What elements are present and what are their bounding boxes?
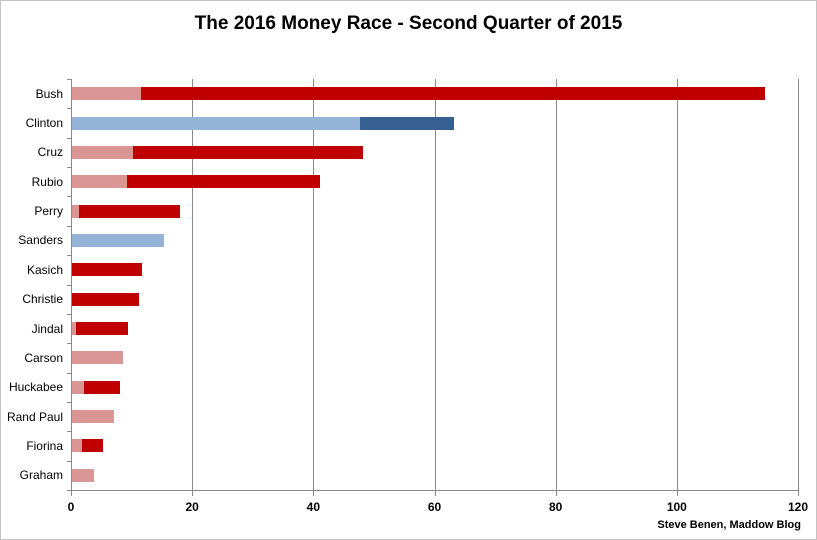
y-axis-tick xyxy=(67,79,71,80)
category-label: Rubio xyxy=(31,174,63,189)
category-label: Sanders xyxy=(18,233,63,248)
gridline xyxy=(434,79,436,490)
bar-segment-bush xyxy=(72,87,142,101)
bar-segment-huckabee xyxy=(72,380,85,394)
x-tick-label: 100 xyxy=(666,500,687,514)
category-label: Bush xyxy=(35,86,63,101)
y-axis-tick xyxy=(67,285,71,286)
bar-segment-cruz xyxy=(132,145,363,159)
y-axis-tick xyxy=(67,255,71,256)
category-label: Rand Paul xyxy=(6,409,63,424)
y-axis-tick xyxy=(67,196,71,197)
x-axis-tick xyxy=(192,491,194,496)
gridline xyxy=(313,79,315,490)
bar-segment-graham xyxy=(72,468,95,482)
x-axis-tick xyxy=(676,491,678,496)
gridline xyxy=(676,79,678,490)
category-label: Carson xyxy=(24,350,63,365)
bar-segment-clinton xyxy=(359,116,455,130)
gridline xyxy=(798,79,799,490)
y-axis-tick xyxy=(67,343,71,344)
category-label: Perry xyxy=(34,204,63,219)
category-label: Christie xyxy=(22,292,63,307)
x-axis-tick xyxy=(71,491,72,496)
bar-segment-jindal xyxy=(72,322,76,336)
bar-segment-carson xyxy=(72,351,124,365)
bar-segment-huckabee xyxy=(84,380,121,394)
x-tick-label: 80 xyxy=(548,500,563,514)
bar-segment-fiorina xyxy=(81,439,103,453)
y-axis-tick xyxy=(67,431,71,432)
category-label: Fiorina xyxy=(26,438,63,453)
x-axis-tick xyxy=(555,491,557,496)
y-axis-tick xyxy=(67,373,71,374)
x-tick-label: 120 xyxy=(787,500,809,514)
bar-segment-clinton xyxy=(72,116,360,130)
category-label: Kasich xyxy=(26,262,63,277)
bar-segment-cruz xyxy=(72,145,133,159)
bar-segment-sanders xyxy=(72,233,165,247)
category-label: Cruz xyxy=(37,145,63,160)
category-label: Jindal xyxy=(31,321,63,336)
x-axis-tick xyxy=(434,491,436,496)
y-axis-tick xyxy=(67,402,71,403)
bar-segment-bush xyxy=(141,87,766,101)
x-tick-label: 20 xyxy=(185,500,199,514)
bar-segment-fiorina xyxy=(72,439,82,453)
bar-segment-rubio xyxy=(72,175,127,189)
plot-area xyxy=(71,79,799,491)
attribution: Steve Benen, Maddow Blog xyxy=(657,519,801,531)
y-axis-tick xyxy=(67,138,71,139)
bar-segment-perry xyxy=(72,204,79,218)
x-tick-label: 60 xyxy=(427,500,442,514)
x-tick-label: 0 xyxy=(67,500,75,514)
chart-title: The 2016 Money Race - Second Quarter of … xyxy=(194,13,623,34)
gridline xyxy=(192,79,194,490)
bar-segment-perry xyxy=(78,204,181,218)
y-axis-tick xyxy=(67,108,71,109)
gridline xyxy=(555,79,557,490)
x-tick-label: 40 xyxy=(306,500,320,514)
y-axis-tick xyxy=(67,226,71,227)
x-axis-tick xyxy=(798,491,799,496)
category-label: Clinton xyxy=(25,116,63,131)
category-label: Graham xyxy=(19,468,63,483)
y-axis-tick xyxy=(67,490,71,491)
category-label: Huckabee xyxy=(8,380,63,395)
y-axis-tick xyxy=(67,461,71,462)
x-axis-tick xyxy=(313,491,315,496)
bar-segment-rubio xyxy=(126,175,321,189)
bar-segment-kasich xyxy=(72,263,142,277)
y-axis-tick xyxy=(67,314,71,315)
bar-segment-christie xyxy=(72,292,139,306)
bar-segment-rand-paul xyxy=(72,410,114,424)
y-axis-tick xyxy=(67,167,71,168)
bar-segment-jindal xyxy=(75,322,129,336)
